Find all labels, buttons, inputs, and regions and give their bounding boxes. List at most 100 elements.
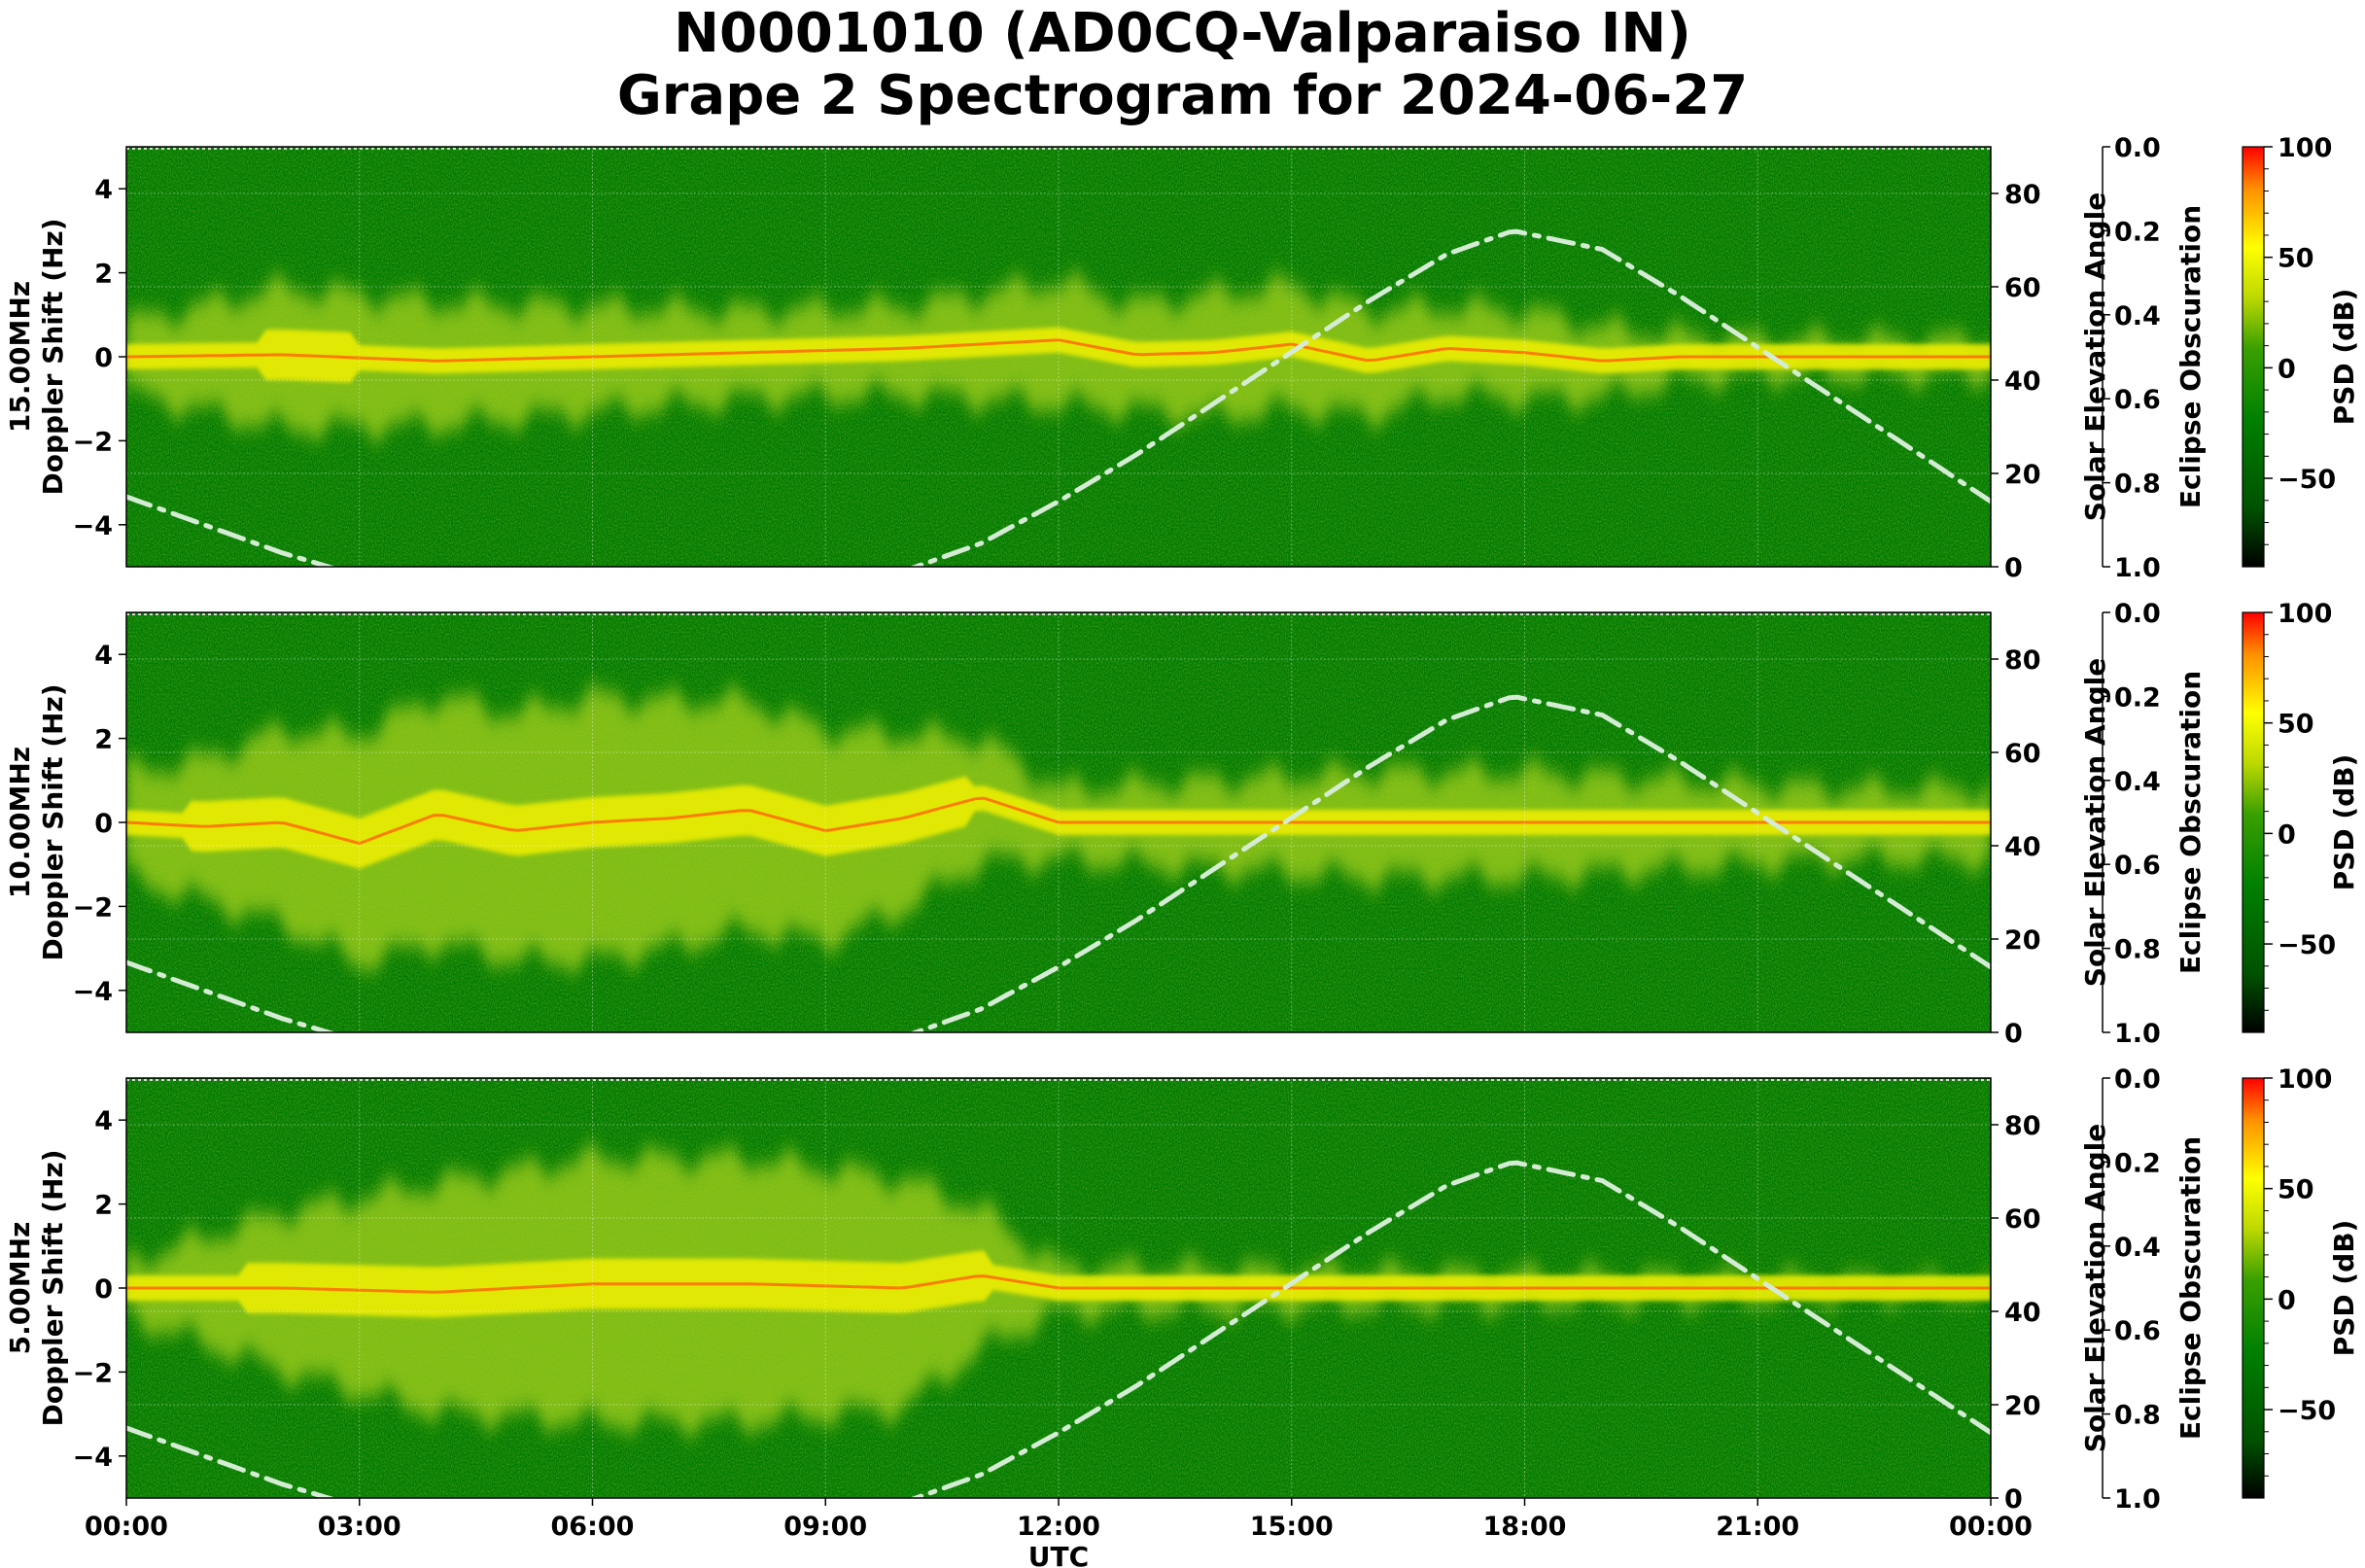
x-tick-label: 06:00: [551, 1512, 635, 1542]
x-tick-label: 09:00: [783, 1512, 867, 1542]
colorbar-tick-label: −50: [2278, 1396, 2336, 1426]
eclipse-tick-label: 0.0: [2114, 1064, 2161, 1095]
eclipse-axis-label: Eclipse Obscuration: [2174, 1136, 2207, 1440]
eclipse-tick-label: 0.6: [2114, 1316, 2161, 1346]
eclipse-tick-label: 1.0: [2114, 1019, 2161, 1049]
eclipse-axis-label: Eclipse Obscuration: [2174, 205, 2207, 508]
eclipse-tick-label: 0.0: [2114, 599, 2161, 629]
y-tick-label: 4: [94, 641, 113, 671]
y-tick-label: 4: [94, 1106, 113, 1136]
solar-elevation-axis-label: Solar Elevation Angle: [2079, 1124, 2111, 1452]
x-tick-label: 03:00: [318, 1512, 401, 1542]
x-tick-label: 00:00: [1949, 1512, 2033, 1542]
spectrogram-15MHz: [126, 147, 1991, 567]
panel-10MHz: 420−2−410.00MHz Doppler Shift (Hz)8060402…: [4, 599, 2360, 1049]
eclipse-tick-label: 0.8: [2114, 1401, 2161, 1431]
y-axis-label-doppler: Doppler Shift (Hz): [37, 683, 69, 960]
colorbar: [2242, 611, 2265, 1033]
solar-tick-label: 0: [2004, 1484, 2023, 1515]
solar-tick-label: 0: [2004, 553, 2023, 583]
solar-tick-label: 20: [2004, 460, 2041, 490]
colorbar-tick-label: 100: [2278, 133, 2332, 163]
eclipse-tick-label: 0.0: [2114, 133, 2161, 163]
y-tick-label: 0: [94, 1274, 113, 1305]
eclipse-tick-label: 0.8: [2114, 470, 2161, 500]
y-tick-label: 0: [94, 343, 113, 373]
y-axis-label-frequency: 5.00MHz: [4, 1222, 36, 1355]
colorbar-tick-label: −50: [2278, 930, 2336, 960]
doppler-core-band: [126, 1250, 1991, 1318]
solar-tick-label: 0: [2004, 1019, 2023, 1049]
colorbar-tick-label: 0: [2278, 819, 2296, 850]
doppler-carrier-line: [126, 796, 1991, 846]
y-axis-label-frequency: 15.00MHz: [4, 281, 36, 433]
solar-tick-label: 60: [2004, 273, 2041, 303]
spectrogram-10MHz: [126, 612, 1991, 1032]
colorbar-tick-label: 50: [2278, 1175, 2314, 1205]
solar-tick-label: 20: [2004, 925, 2041, 956]
colorbar-tick-label: −50: [2278, 465, 2336, 495]
colorbar-tick-label: 50: [2278, 710, 2314, 740]
eclipse-tick-label: 0.8: [2114, 935, 2161, 965]
x-tick-label: 00:00: [85, 1512, 168, 1542]
y-axis-label-frequency: 10.00MHz: [4, 747, 36, 898]
colorbar-label: PSD (dB): [2328, 754, 2360, 891]
x-tick-label: 12:00: [1017, 1512, 1100, 1542]
y-tick-label: −4: [73, 977, 113, 1007]
colorbar-tick-label: 0: [2278, 1285, 2296, 1315]
colorbar: [2242, 146, 2265, 568]
y-tick-label: 2: [94, 260, 113, 290]
solar-tick-label: 40: [2004, 1298, 2041, 1328]
eclipse-tick-label: 0.4: [2114, 767, 2161, 797]
solar-elevation-axis-label: Solar Elevation Angle: [2079, 658, 2111, 987]
y-tick-label: 4: [94, 175, 113, 205]
eclipse-tick-label: 0.2: [2114, 682, 2161, 713]
panel-5MHz: 420−2−45.00MHz Doppler Shift (Hz)80604020…: [4, 1064, 2360, 1515]
y-tick-label: 2: [94, 1191, 113, 1221]
solar-tick-label: 60: [2004, 739, 2041, 769]
doppler-carrier-line: [126, 338, 1991, 363]
x-axis-label: UTC: [1028, 1541, 1089, 1568]
solar-elevation-axis-label: Solar Elevation Angle: [2079, 192, 2111, 521]
eclipse-tick-label: 0.6: [2114, 851, 2161, 881]
y-tick-label: −2: [73, 427, 113, 457]
figure-title: N0001010 (AD0CQ-Valparaiso IN): [674, 2, 1691, 65]
y-tick-label: 2: [94, 725, 113, 755]
y-axis-label-doppler: Doppler Shift (Hz): [37, 218, 69, 495]
colorbar-label: PSD (dB): [2328, 289, 2360, 426]
x-tick-label: 18:00: [1483, 1512, 1567, 1542]
y-tick-label: −4: [73, 511, 113, 541]
y-tick-label: −2: [73, 1358, 113, 1388]
x-tick-label: 15:00: [1250, 1512, 1334, 1542]
doppler-spread-envelope: [126, 270, 1991, 443]
spectrogram-5MHz: [126, 1078, 1991, 1498]
colorbar-tick-label: 50: [2278, 244, 2314, 274]
eclipse-axis-label: Eclipse Obscuration: [2174, 671, 2207, 974]
eclipse-tick-label: 1.0: [2114, 553, 2161, 583]
y-tick-label: −4: [73, 1443, 113, 1473]
solar-tick-label: 20: [2004, 1391, 2041, 1421]
figure-subtitle: Grape 2 Spectrogram for 2024-06-27: [616, 64, 1749, 127]
panel-15MHz: 420−2−415.00MHz Doppler Shift (Hz)8060402…: [4, 133, 2360, 583]
colorbar: [2242, 1077, 2265, 1499]
solar-tick-label: 80: [2004, 1111, 2041, 1141]
eclipse-tick-label: 0.4: [2114, 1233, 2161, 1263]
eclipse-tick-label: 0.2: [2114, 1148, 2161, 1178]
solar-tick-label: 40: [2004, 832, 2041, 862]
y-tick-label: −2: [73, 892, 113, 923]
colorbar-tick-label: 100: [2278, 1064, 2332, 1095]
y-tick-label: 0: [94, 809, 113, 839]
solar-tick-label: 60: [2004, 1204, 2041, 1235]
solar-tick-label: 40: [2004, 366, 2041, 397]
eclipse-tick-label: 1.0: [2114, 1484, 2161, 1515]
y-axis-label-doppler: Doppler Shift (Hz): [37, 1149, 69, 1426]
colorbar-tick-label: 100: [2278, 599, 2332, 629]
doppler-carrier-line: [126, 1274, 1991, 1294]
solar-tick-label: 80: [2004, 180, 2041, 210]
eclipse-tick-label: 0.6: [2114, 385, 2161, 415]
eclipse-tick-label: 0.4: [2114, 301, 2161, 331]
solar-tick-label: 80: [2004, 645, 2041, 676]
doppler-core-band: [126, 327, 1991, 383]
x-tick-label: 21:00: [1716, 1512, 1799, 1542]
